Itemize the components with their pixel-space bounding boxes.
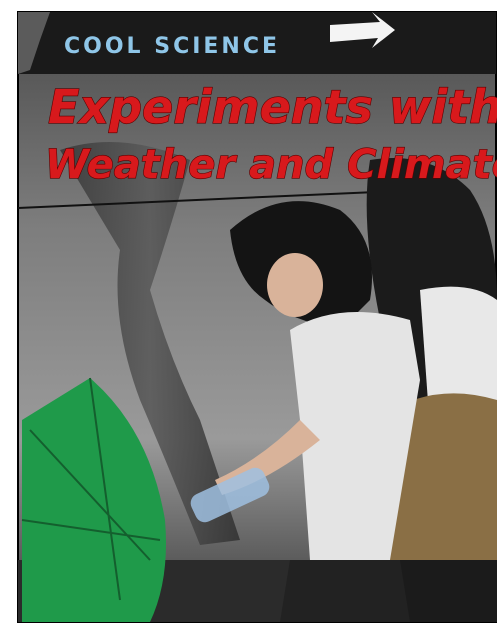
title-line: Weather and Climate: [45, 142, 497, 188]
title-line: Experiments with: [48, 80, 497, 134]
series-name: COOL SCIENCE: [64, 34, 280, 59]
book-cover: COOL SCIENCE Experiments with Weather an…: [0, 0, 497, 626]
person-face: [267, 253, 323, 317]
person-legs: [280, 560, 410, 622]
page: {"cover": {"series": "COOL SCIENCE", "ti…: [0, 0, 497, 626]
